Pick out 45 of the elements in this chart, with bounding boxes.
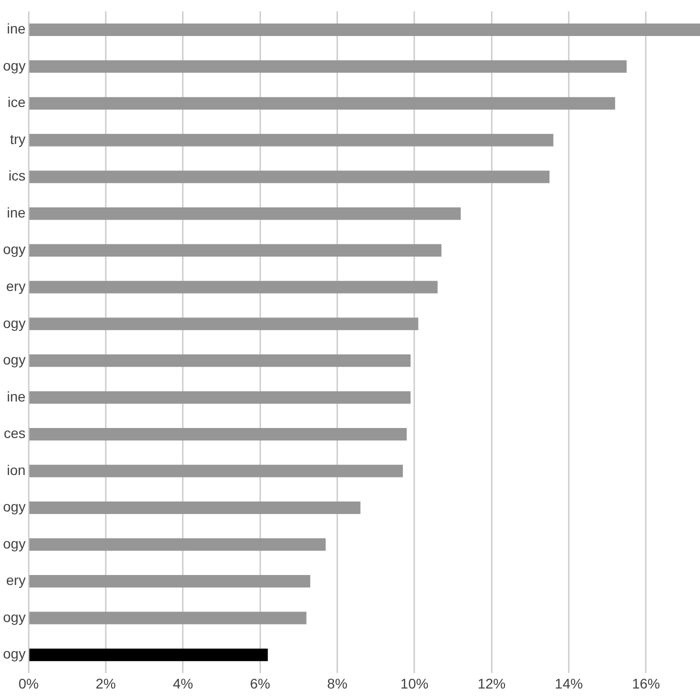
- bar: [29, 648, 268, 662]
- y-tick-label: ogy: [2, 646, 26, 662]
- x-tick-label: 0%: [18, 675, 39, 692]
- bar: [29, 244, 442, 257]
- bar: [29, 207, 461, 220]
- bar: [29, 134, 554, 146]
- bar: [29, 280, 438, 294]
- bar: [29, 464, 403, 478]
- y-tick-label: ogy: [2, 535, 26, 552]
- x-tick-label: 8%: [327, 675, 348, 692]
- y-tick-label: ine: [6, 20, 26, 37]
- bar: [29, 502, 360, 514]
- y-tick-label: ion: [6, 462, 26, 478]
- y-tick-label: ine: [6, 204, 26, 220]
- y-tick-label: ogy: [2, 608, 26, 625]
- y-tick-label: ogy: [2, 314, 26, 331]
- bar: [29, 24, 700, 36]
- y-tick-label: ery: [6, 278, 26, 294]
- x-tick-label: 4%: [172, 675, 194, 692]
- x-tick-label: 12%: [478, 675, 506, 692]
- x-tick-label: 14%: [554, 675, 583, 692]
- bar: [29, 575, 310, 588]
- y-tick-label: ics: [8, 168, 26, 184]
- bar: [29, 391, 411, 404]
- bar: [29, 612, 306, 624]
- bar: [29, 318, 418, 330]
- y-tick-label: ces: [4, 425, 26, 442]
- bar: [29, 170, 550, 184]
- y-tick-label: ice: [8, 94, 26, 110]
- y-tick-label: ogy: [2, 241, 26, 258]
- x-tick-label: 10%: [400, 675, 428, 692]
- bar: [29, 354, 411, 367]
- bar: [29, 428, 407, 440]
- y-tick-label: ogy: [2, 352, 26, 368]
- x-tick-label: 2%: [96, 675, 116, 692]
- y-tick-label: ery: [6, 572, 26, 588]
- x-tick-label: 6%: [250, 675, 270, 692]
- y-tick-label: ine: [6, 388, 26, 404]
- bar: [29, 60, 627, 73]
- bar: [29, 538, 326, 551]
- y-tick-label: ogy: [2, 498, 26, 515]
- y-tick-label: try: [10, 130, 26, 147]
- x-tick-label: 16%: [632, 675, 660, 692]
- bar: [29, 97, 616, 110]
- y-tick-label: ogy: [2, 57, 26, 74]
